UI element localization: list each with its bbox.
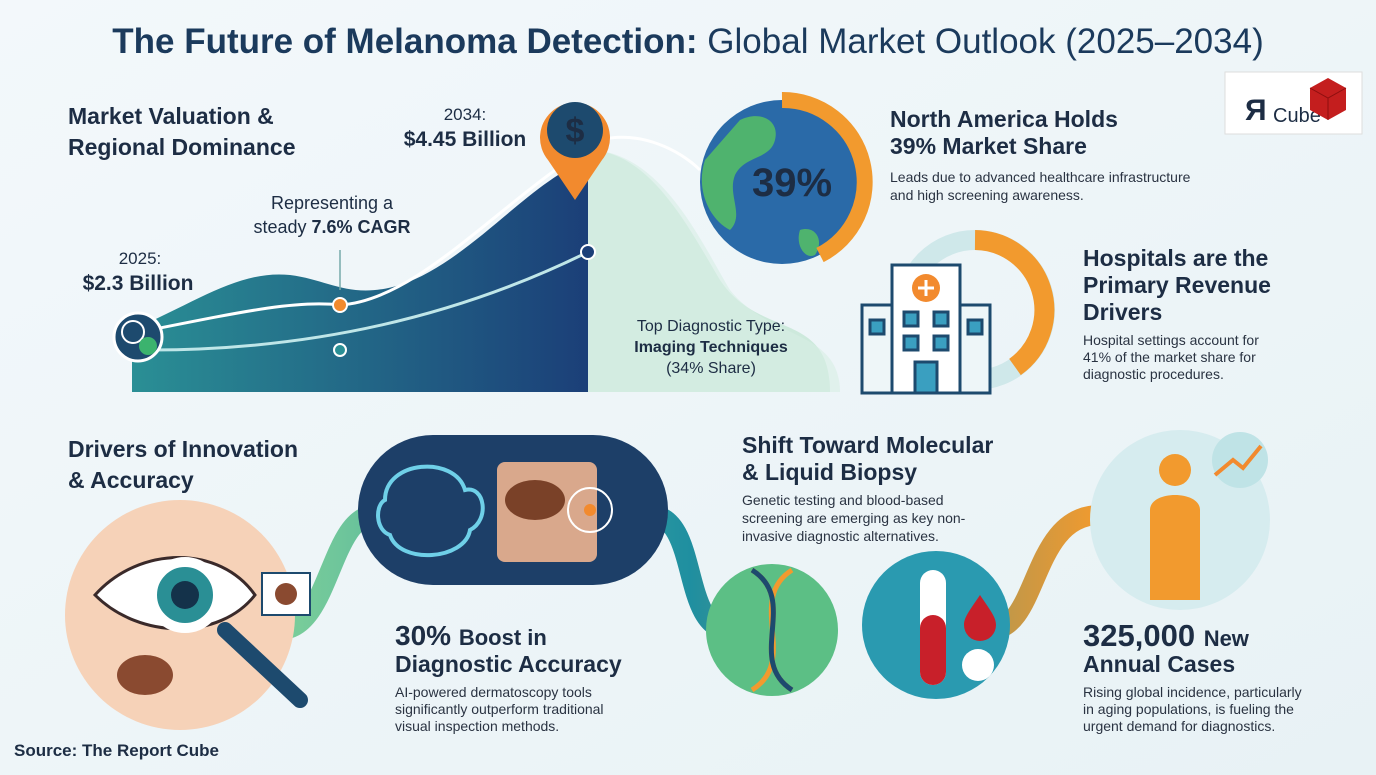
body: invasive diagnostic alternatives. xyxy=(742,528,939,544)
stat-line: Annual Cases xyxy=(1083,651,1235,677)
heading: Primary Revenue xyxy=(1083,272,1271,298)
diag-label: Top Diagnostic Type: xyxy=(637,318,785,335)
heading: Hospitals are the xyxy=(1083,245,1268,271)
stat: 325,000 New xyxy=(1083,618,1250,653)
body: Leads due to advanced healthcare infrast… xyxy=(890,169,1191,185)
cagr-line: Representing a xyxy=(271,193,394,213)
heading: North America Holds xyxy=(890,106,1118,132)
body: diagnostic procedures. xyxy=(1083,366,1224,382)
body: significantly outperform traditional xyxy=(395,701,604,717)
body: screening are emerging as key non- xyxy=(742,510,966,526)
pin-symbol: $ xyxy=(566,112,585,150)
end-year: 2034: xyxy=(444,105,487,124)
hospital-icon xyxy=(860,263,992,395)
logo-mark: Я xyxy=(1245,94,1267,127)
logo: Я Cube xyxy=(1224,71,1363,135)
body: urgent demand for diagnostics. xyxy=(1083,718,1275,734)
source: Source: The Report Cube xyxy=(14,741,219,760)
heading: Shift Toward Molecular xyxy=(742,432,993,458)
start-year: 2025: xyxy=(119,249,162,268)
diag-share: (34% Share) xyxy=(666,360,756,377)
logo-text: Cube xyxy=(1273,105,1321,127)
body: Hospital settings account for xyxy=(1083,332,1259,348)
heading: & Liquid Biopsy xyxy=(742,459,917,485)
body: and high screening awareness. xyxy=(890,187,1084,203)
area-chart xyxy=(132,160,588,392)
body: AI-powered dermatoscopy tools xyxy=(395,684,592,700)
heading: 39% Market Share xyxy=(890,133,1087,159)
heading: Drivers of Innovation xyxy=(68,436,298,462)
stat-line: Diagnostic Accuracy xyxy=(395,651,622,677)
heading: Regional Dominance xyxy=(68,134,295,160)
badge: 39% xyxy=(752,161,832,205)
body: 41% of the market share for xyxy=(1083,349,1256,365)
heading: & Accuracy xyxy=(68,467,194,493)
title: The Future of Melanoma Detection: Global… xyxy=(112,22,1263,61)
heading: Drivers xyxy=(1083,299,1162,325)
start-value: $2.3 Billion xyxy=(83,272,194,295)
heading: Market Valuation & xyxy=(68,103,274,129)
body: in aging populations, is fueling the xyxy=(1083,701,1294,717)
body: Rising global incidence, particularly xyxy=(1083,684,1302,700)
body: visual inspection methods. xyxy=(395,718,559,734)
stat: 30% Boost in xyxy=(395,620,547,651)
cagr-line: steady 7.6% CAGR xyxy=(253,217,410,237)
diag-type: Imaging Techniques xyxy=(634,339,788,356)
end-value: $4.45 Billion xyxy=(404,128,527,151)
body: Genetic testing and blood-based xyxy=(742,492,944,508)
